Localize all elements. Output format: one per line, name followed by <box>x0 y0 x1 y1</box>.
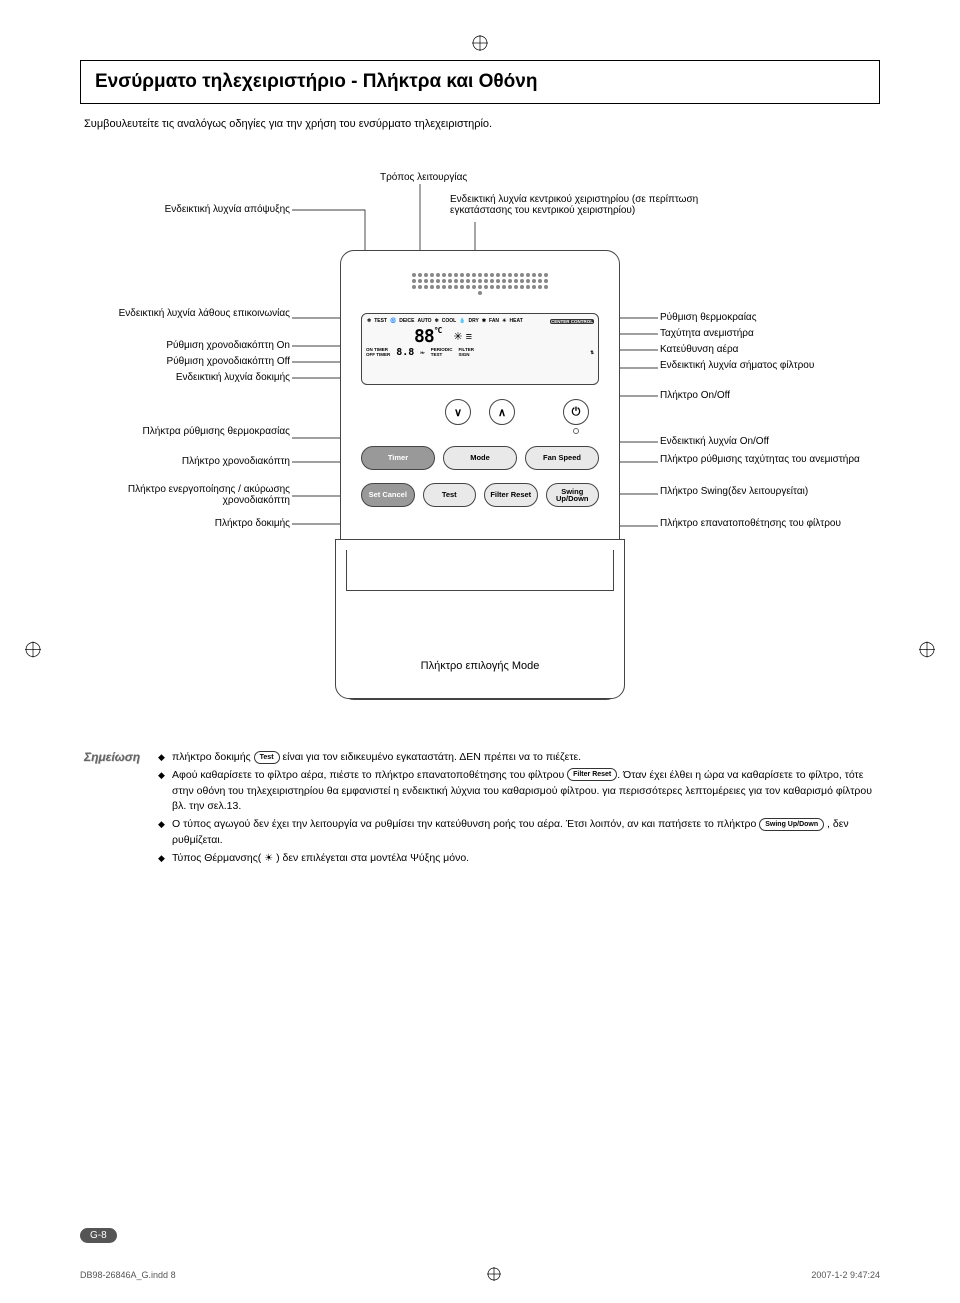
speaker-grille <box>410 263 550 305</box>
label-fan-speed: Ταχύτητα ανεμιστήρα <box>660 328 754 339</box>
note-item: πλήκτρο δοκιμής Test είναι για τον ειδικ… <box>158 750 880 766</box>
device-flap <box>335 539 625 699</box>
fan-speed-button[interactable]: Fan Speed <box>525 446 599 470</box>
label-filter-btn: Πλήκτρο επανατοποθέτησης του φίλτρου <box>660 518 860 529</box>
swing-button-inline: Swing Up/Down <box>759 818 824 831</box>
diagram: Ενδεικτική λυχνία απόψυξης Τρόπος λειτου… <box>80 160 880 720</box>
footer-timestamp: 2007-1-2 9:47:24 <box>811 1270 880 1280</box>
note-item: Ο τύπος αγωγού δεν έχει την λειτουργία ν… <box>158 817 880 849</box>
temp-down-button[interactable]: ∨ <box>445 399 471 425</box>
onoff-led <box>573 428 579 434</box>
label-temp-btns: Πλήκτρα ρύθμισης θερμοκρασίας <box>80 426 290 437</box>
label-comm-err: Ενδεικτική λυχνία λάθους επικοινωνίας <box>80 308 290 319</box>
label-defrost-lamp: Ενδεικτική λυχνία απόψυξης <box>80 204 290 215</box>
notes-section: Σημείωση πλήκτρο δοκιμής Test είναι για … <box>80 750 880 868</box>
page-title: Ενσύρματο τηλεχειριστήριο - Πλήκτρα και … <box>95 71 865 93</box>
label-test-lamp: Ενδεικτική λυχνία δοκιμής <box>80 372 290 383</box>
timer-button[interactable]: Timer <box>361 446 435 470</box>
label-fan-btn: Πλήκτρο ρύθμισης ταχύτητας του ανεμιστήρ… <box>660 454 860 465</box>
note-heading: Σημείωση <box>84 750 140 868</box>
subtitle: Συμβουλευτείτε τις αναλόγως οδηγίες για … <box>80 118 880 130</box>
label-set-cancel: Πλήκτρο ενεργοποίησης / ακύρωσης χρονοδι… <box>80 484 290 506</box>
label-timer-btn: Πλήκτρο χρονοδιακόπτη <box>80 456 290 467</box>
footer-filename: DB98-26846A_G.indd 8 <box>80 1270 176 1280</box>
temp-up-button[interactable]: ∧ <box>489 399 515 425</box>
remote-device: ❄ TEST🌀DEICEAUTO❄COOL💧DRY✱FAN☀HEAT CENTE… <box>340 250 620 700</box>
label-onoff-btn: Πλήκτρο On/Off <box>660 390 730 401</box>
set-cancel-button[interactable]: Set Cancel <box>361 483 415 507</box>
lcd-screen: ❄ TEST🌀DEICEAUTO❄COOL💧DRY✱FAN☀HEAT CENTE… <box>361 313 599 385</box>
label-mode: Τρόπος λειτουργίας <box>380 172 467 183</box>
label-temp-set: Ρύθμιση θερμοκραίας <box>660 312 757 323</box>
test-button-inline: Test <box>254 751 280 764</box>
label-timer-on: Ρύθμιση χρονοδιακόπτη On <box>80 340 290 351</box>
filter-reset-button[interactable]: Filter Reset <box>484 483 538 507</box>
label-test-btn: Πλήκτρο δοκιμής <box>80 518 290 529</box>
crop-mark-bottom <box>487 1267 501 1283</box>
title-box: Ενσύρματο τηλεχειριστήριο - Πλήκτρα και … <box>80 60 880 104</box>
sun-icon: ☀ <box>264 853 273 864</box>
label-onoff-lamp: Ενδεικτική λυχνία On/Off <box>660 436 769 447</box>
label-timer-off: Ρύθμιση χρονοδιακόπτη Off <box>80 356 290 367</box>
label-swing-btn: Πλήκτρο Swing(δεν λειτουργείται) <box>660 486 860 497</box>
swing-button[interactable]: Swing Up/Down <box>546 483 600 507</box>
note-item: Αφού καθαρίσετε το φίλτρο αέρα, πιέστε τ… <box>158 768 880 815</box>
page-number-badge: G-8 <box>80 1228 117 1243</box>
mode-button[interactable]: Mode <box>443 446 517 470</box>
power-button[interactable]: ⏻ <box>563 399 589 425</box>
label-air-dir: Κατεύθυνση αέρα <box>660 344 738 355</box>
test-button[interactable]: Test <box>423 483 477 507</box>
note-item: Τύπος Θέρμανσης( ☀ ) δεν επιλέγεται στα … <box>158 851 880 867</box>
footer: DB98-26846A_G.indd 8 2007-1-2 9:47:24 <box>80 1267 880 1283</box>
filter-reset-inline: Filter Reset <box>567 768 617 781</box>
label-mode-btn: Πλήκτρο επιλογής Mode <box>80 660 880 672</box>
label-filter-lamp: Ενδεικτική λυχνία σήματος φίλτρου <box>660 360 860 371</box>
label-central: Ενδεικτική λυχνία κεντρικού χειριστηρίου… <box>450 194 750 216</box>
